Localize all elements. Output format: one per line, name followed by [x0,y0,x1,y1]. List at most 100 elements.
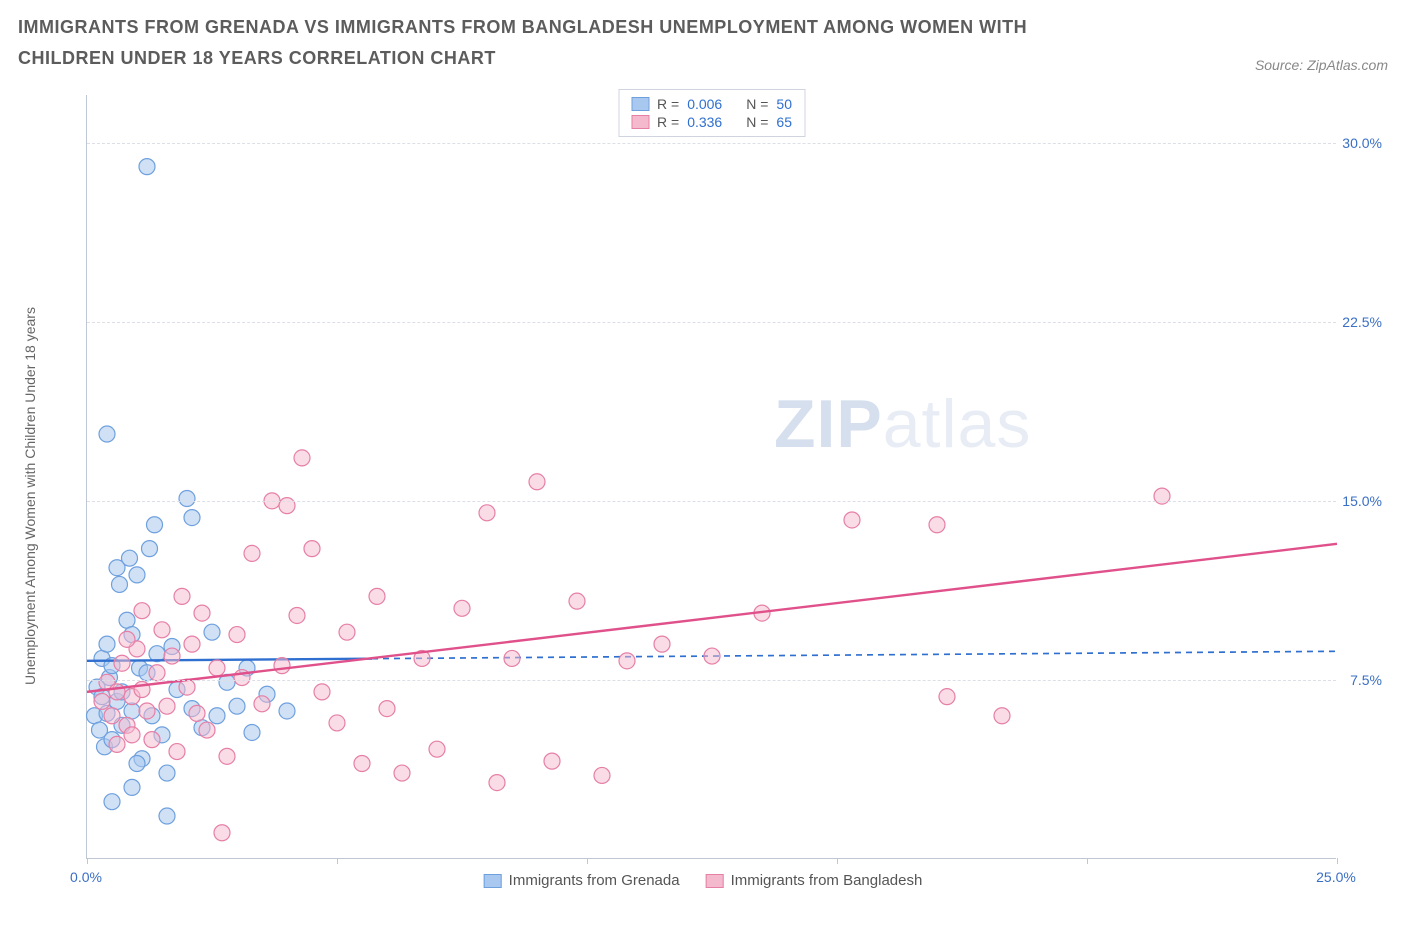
legend-n-label: N = [746,96,768,112]
data-point [174,589,190,605]
data-point [169,744,185,760]
data-point [619,653,635,669]
source-label: Source: ZipAtlas.com [1255,57,1388,73]
x-tickmark [587,858,588,864]
data-point [244,546,260,562]
data-point [394,765,410,781]
y-tick-label: 7.5% [1350,672,1382,688]
data-point [844,512,860,528]
data-point [129,567,145,583]
scatter-svg [87,95,1336,858]
data-point [939,689,955,705]
y-ticks: 7.5%15.0%22.5%30.0% [1322,95,1382,859]
data-point [159,808,175,824]
data-point [124,703,140,719]
legend-top-row: R = 0.336 N = 65 [631,114,792,130]
data-point [184,510,200,526]
data-point [369,589,385,605]
data-point [504,651,520,667]
x-tickmark [337,858,338,864]
data-point [114,655,130,671]
gridline [87,143,1336,144]
y-axis-label: Unemployment Among Women with Children U… [22,307,38,685]
data-point [279,703,295,719]
data-point [139,159,155,175]
data-point [124,780,140,796]
data-point [454,601,470,617]
gridline [87,501,1336,502]
chart: Unemployment Among Women with Children U… [18,81,1388,911]
data-point [147,517,163,533]
data-point [229,627,245,643]
legend-r-value: 0.006 [687,96,722,112]
legend-series-label: Immigrants from Grenada [509,872,680,889]
legend-bottom: Immigrants from Grenada Immigrants from B… [484,872,923,889]
data-point [139,703,155,719]
legend-top-row: R = 0.006 N = 50 [631,96,792,112]
data-point [204,624,220,640]
data-point [94,694,110,710]
data-point [429,741,445,757]
x-tick-label: 25.0% [1316,869,1356,885]
data-point [209,660,225,676]
data-point [99,636,115,652]
header: IMMIGRANTS FROM GRENADA VS IMMIGRANTS FR… [18,12,1388,73]
data-point [219,749,235,765]
plot-area: R =0.006N =50R =0.336N =65 ZIPatlas [86,95,1336,859]
data-point [99,426,115,442]
data-point [654,636,670,652]
data-point [154,622,170,638]
data-point [379,701,395,717]
data-point [594,768,610,784]
data-point [274,658,290,674]
data-point [229,698,245,714]
legend-r-label: R = [657,96,679,112]
legend-swatch [484,874,502,888]
data-point [164,648,180,664]
data-point [529,474,545,490]
gridline [87,680,1336,681]
data-point [119,632,135,648]
data-point [489,775,505,791]
x-tickmark [87,858,88,864]
data-point [189,706,205,722]
data-point [479,505,495,521]
data-point [244,725,260,741]
data-point [569,593,585,609]
legend-r-label: R = [657,114,679,130]
legend-n-value: 50 [776,96,792,112]
legend-top: R = 0.006 N = 50 R = 0.336 N = 65 [618,89,805,137]
legend-n-label: N = [746,114,768,130]
data-point [159,698,175,714]
data-point [199,722,215,738]
data-point [109,684,125,700]
data-point [329,715,345,731]
data-point [179,491,195,507]
legend-n-value: 65 [776,114,792,130]
data-point [304,541,320,557]
data-point [294,450,310,466]
y-tick-label: 22.5% [1342,314,1382,330]
data-point [339,624,355,640]
legend-r-value: 0.336 [687,114,722,130]
data-point [544,753,560,769]
y-tick-label: 15.0% [1342,493,1382,509]
data-point [929,517,945,533]
x-tickmark [837,858,838,864]
x-tick-label: 0.0% [70,869,102,885]
data-point [184,636,200,652]
data-point [129,756,145,772]
data-point [994,708,1010,724]
data-point [144,732,160,748]
data-point [214,825,230,841]
legend-series-label: Immigrants from Bangladesh [731,872,923,889]
data-point [112,577,128,593]
data-point [104,708,120,724]
legend-bottom-item: Immigrants from Bangladesh [706,872,923,889]
data-point [704,648,720,664]
legend-bottom-item: Immigrants from Grenada [484,872,680,889]
data-point [109,737,125,753]
chart-title: IMMIGRANTS FROM GRENADA VS IMMIGRANTS FR… [18,12,1098,73]
legend-swatch [631,97,649,111]
data-point [104,794,120,810]
